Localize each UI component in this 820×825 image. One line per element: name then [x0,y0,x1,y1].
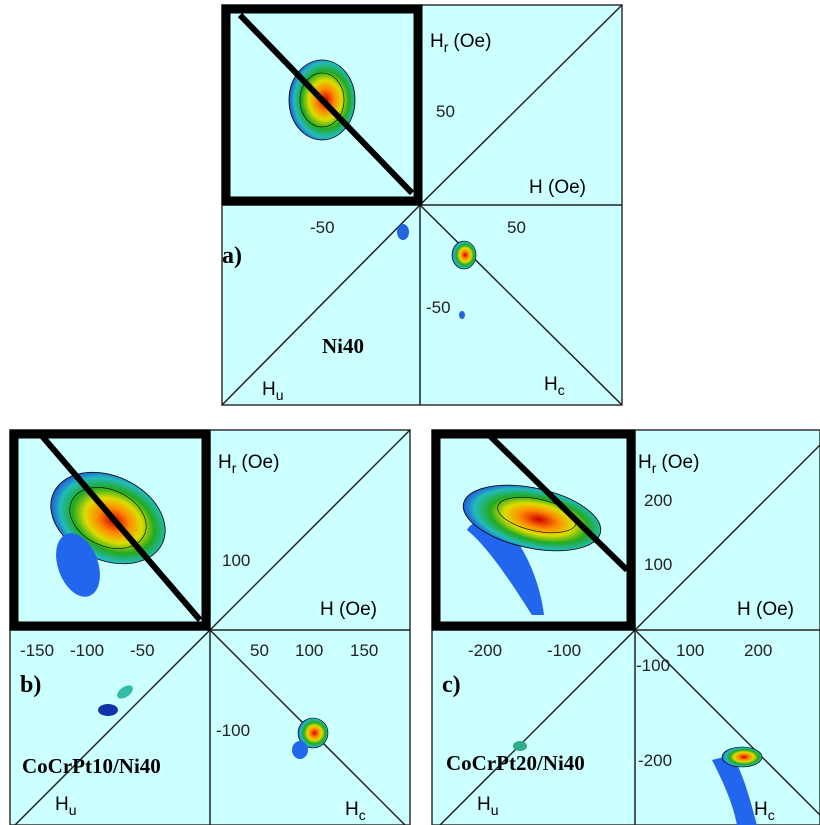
hr-tick-label: 100 [644,555,672,574]
contour-blob [297,717,329,749]
hc-vert-tick-label: -100 [216,721,250,740]
contour [69,487,147,549]
diagonal [439,629,636,825]
diagonal [419,4,623,206]
hc-axis-label: Hc [544,374,565,398]
highlight-diagonal [487,433,630,573]
contour-blob [513,741,527,751]
hc-vert-tick-label: -50 [426,298,451,317]
hc-tick-label: 100 [676,641,704,660]
hr-tick-label: 50 [436,102,455,121]
contour-blob [117,685,133,699]
hu-tick-label: -100 [547,641,581,660]
panel-label: c) [442,672,461,698]
sample-label: CoCrPt20/Ni40 [446,751,585,775]
diagonal [634,444,820,631]
hu-axis-label: Hu [55,794,77,818]
hu-axis-label: Hu [262,379,284,403]
hu-tick-label: -150 [20,641,54,660]
hu-tick-label: -100 [70,641,104,660]
hu-tick-label: -50 [130,641,155,660]
highlight-box [431,429,636,631]
hc-vert-tick-label: -200 [638,751,672,770]
contour-blob [462,484,602,552]
hc-tick-label: 50 [507,218,526,237]
hc-tick-label: 50 [250,641,269,660]
hu-axis-label: Hu [477,794,499,818]
contour-blob [712,755,757,825]
contour [299,72,345,128]
contour-blob [451,240,477,270]
hc-vert-tick-label: -100 [636,656,670,675]
highlight-diagonal [237,12,415,196]
sample-label: CoCrPt10/Ni40 [22,754,161,778]
contour-blob [397,224,409,240]
contour-blob [292,741,308,759]
hr-tick-label: 200 [644,491,672,510]
panel-label: b) [20,672,41,698]
h-axis-label: H (Oe) [320,599,377,620]
diagonal [419,204,623,406]
sample-label: Ni40 [322,334,364,358]
contour-blob [98,704,118,716]
hu-tick-label: -200 [468,641,502,660]
hr-tick-label: 100 [222,551,250,570]
highlight-diagonal [39,434,203,622]
hc-tick-label: 100 [295,641,323,660]
hu-tick-label: -50 [310,218,335,237]
hr-axis-label: Hr (Oe) [638,452,699,476]
h-axis-label: H (Oe) [529,177,586,198]
diagonal [14,629,211,825]
panel-label: a) [222,243,242,269]
highlight-box [221,4,423,206]
diagonal [221,204,421,406]
contour-blob [467,520,544,615]
hr-axis-label: Hr (Oe) [430,31,491,55]
h-axis-label: H (Oe) [737,599,794,620]
hc-axis-label: Hc [345,799,366,823]
hc-axis-label: Hc [754,799,775,823]
panel-a: Hr (Oe) 50 H (Oe) -50 50 -50 a) Ni40 Hu H… [221,4,623,406]
contour-blob [56,533,100,597]
panel-c: Hr (Oe) 200 100 H (Oe) -200 -100 100 200 … [431,429,820,825]
diagonal [209,429,411,631]
hc-tick-label: 150 [350,641,378,660]
contour-blob [459,311,465,319]
highlight-box [9,429,211,631]
contour-blob [721,746,763,768]
hc-tick-label: 200 [744,641,772,660]
hr-axis-label: Hr (Oe) [218,452,279,476]
panel-b: Hr (Oe) 100 H (Oe) -150 -100 -50 50 100 1… [9,429,411,825]
diagonal [634,629,820,816]
